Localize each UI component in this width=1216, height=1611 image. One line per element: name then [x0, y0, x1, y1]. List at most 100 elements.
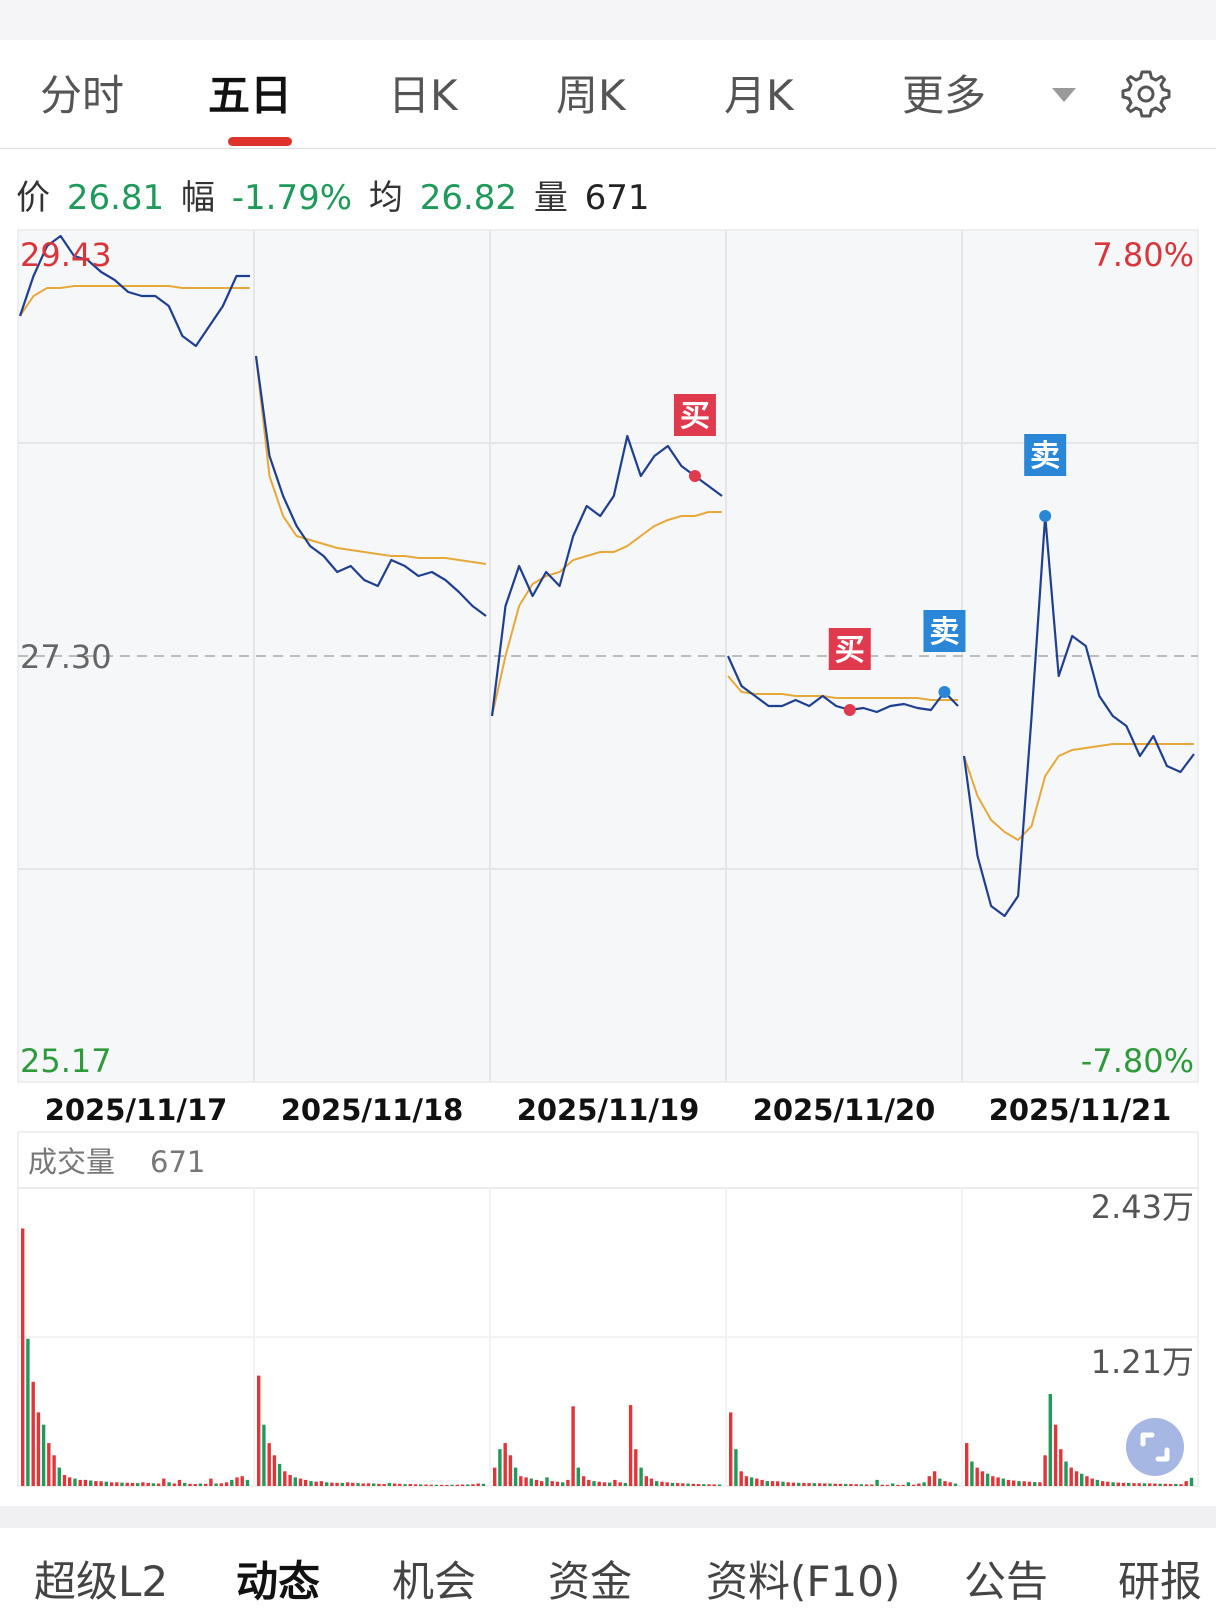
volume-bar: [130, 1482, 135, 1486]
volume-bar: [1085, 1476, 1089, 1486]
volume-bar: [115, 1482, 119, 1486]
volume-bar: [419, 1484, 423, 1486]
volume-bar: [450, 1484, 454, 1486]
volume-bar: [340, 1482, 344, 1486]
volume-bar: [183, 1482, 187, 1486]
volume-bar: [434, 1484, 439, 1486]
volume-bar: [906, 1482, 911, 1486]
fullscreen-button[interactable]: [1126, 1418, 1184, 1476]
nav-profile-f10[interactable]: 资料(F10): [706, 1557, 901, 1606]
change-label: 幅: [180, 178, 215, 218]
volume-bar: [89, 1480, 93, 1486]
tab-intraday[interactable]: 分时: [40, 71, 125, 120]
chevron-down-icon[interactable]: [1052, 88, 1076, 102]
date-label: 2025/11/20: [753, 1093, 936, 1127]
volume-bar: [943, 1481, 947, 1486]
avg-label: 均: [368, 178, 403, 218]
tab-daily-k[interactable]: 日K: [388, 71, 458, 120]
volume-bar: [555, 1481, 560, 1486]
volume-bar: [1095, 1479, 1100, 1486]
volume-bar: [78, 1479, 82, 1486]
buy-marker: 买: [828, 628, 871, 716]
volume-bar: [325, 1482, 329, 1486]
volume-bar: [649, 1478, 654, 1486]
nav-funds[interactable]: 资金: [548, 1557, 633, 1606]
volume-bar: [864, 1484, 869, 1486]
y-min-label: 25.17: [20, 1042, 112, 1080]
volume-bar: [1038, 1482, 1042, 1486]
volume-bar: [293, 1477, 297, 1486]
volume-bar: [885, 1484, 890, 1486]
volume-bar: [1064, 1461, 1068, 1486]
gear-icon[interactable]: [1120, 68, 1172, 120]
volume-bar: [608, 1482, 612, 1486]
volume-bar: [844, 1483, 848, 1486]
volume-bar: [880, 1484, 884, 1486]
volume-bar: [1121, 1482, 1126, 1486]
volume-label: 量: [533, 178, 568, 218]
volume-bar: [1153, 1483, 1157, 1486]
bottom-nav: 超级L2 动态 机会 资金 资料(F10) 公告 研报: [0, 1528, 1216, 1611]
volume-max-label: 2.43万: [1091, 1188, 1194, 1226]
volume-bar: [696, 1484, 701, 1486]
volume-bar: [319, 1481, 324, 1486]
volume-bar: [623, 1482, 628, 1486]
quote-summary: 价 26.81 幅 -1.79% 均 26.82 量 671: [16, 170, 656, 219]
volume-bar: [634, 1449, 638, 1486]
volume-bar: [1116, 1482, 1120, 1486]
volume-bar: [172, 1483, 176, 1486]
volume-bar: [262, 1424, 266, 1486]
volume-bar: [57, 1467, 61, 1486]
volume-bar: [534, 1479, 539, 1486]
volume-bar: [660, 1481, 664, 1486]
nav-announcements[interactable]: 公告: [964, 1557, 1049, 1606]
tab-more[interactable]: 更多: [902, 71, 987, 120]
avg-price-line: [255, 355, 487, 565]
volume-bar: [198, 1483, 203, 1486]
volume-bar: [932, 1471, 937, 1486]
tab-five-day[interactable]: 五日: [208, 71, 293, 120]
volume-bar: [1174, 1484, 1178, 1486]
nav-super-l2[interactable]: 超级L2: [34, 1557, 169, 1606]
volume-bar: [330, 1482, 334, 1486]
volume-bar: [481, 1483, 486, 1486]
nav-research[interactable]: 研报: [1118, 1557, 1203, 1606]
volume-bar: [828, 1483, 832, 1486]
volume-bar: [922, 1482, 926, 1486]
date-label: 2025/11/19: [517, 1093, 700, 1127]
volume-bar: [676, 1483, 680, 1486]
volume-bar: [985, 1473, 990, 1486]
tab-weekly-k[interactable]: 周K: [556, 71, 626, 120]
volume-bar: [566, 1479, 570, 1486]
volume-bar: [786, 1482, 790, 1486]
volume-bar: [917, 1483, 921, 1486]
volume-bar: [980, 1471, 985, 1486]
volume-bar: [257, 1375, 261, 1486]
volume-bar: [670, 1482, 675, 1486]
nav-dynamics[interactable]: 动态: [236, 1557, 321, 1606]
volume-bar: [455, 1484, 459, 1486]
volume-bar: [618, 1482, 622, 1486]
volume-bar: [807, 1483, 811, 1486]
volume-bar: [372, 1483, 376, 1486]
volume-bar: [429, 1484, 433, 1486]
volume-bar: [587, 1479, 591, 1486]
volume-bar: [691, 1483, 695, 1486]
volume-bar: [445, 1484, 449, 1486]
volume-bar: [156, 1483, 161, 1486]
volume-bar: [734, 1449, 738, 1486]
volume-bar: [151, 1483, 156, 1486]
volume-bar: [361, 1483, 365, 1486]
volume-bar: [21, 1228, 25, 1486]
volume-bar: [224, 1482, 229, 1486]
volume-bar: [550, 1481, 554, 1486]
volume-bar: [707, 1484, 711, 1486]
volume-bar: [901, 1484, 905, 1486]
pct-max-label: 7.80%: [1092, 236, 1194, 274]
volume-bar: [655, 1481, 659, 1486]
volume-bar: [508, 1455, 513, 1486]
nav-opportunity[interactable]: 机会: [392, 1557, 477, 1606]
tab-monthly-k[interactable]: 月K: [724, 71, 794, 120]
marker-dot: [1039, 510, 1052, 522]
